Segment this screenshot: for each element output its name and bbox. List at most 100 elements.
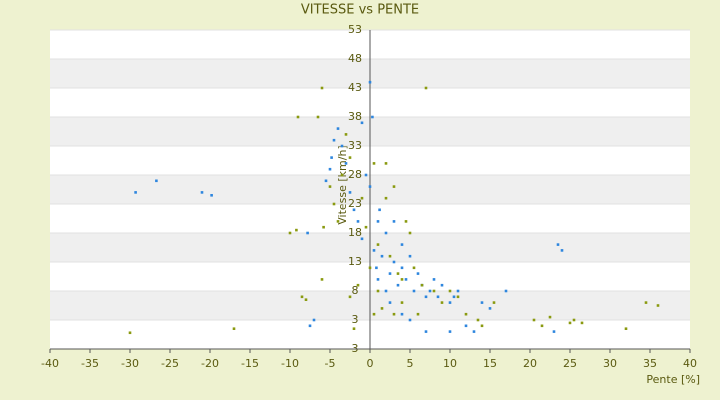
point	[392, 185, 396, 188]
y-tick-label: 43	[348, 81, 362, 94]
point	[296, 115, 300, 119]
point	[392, 260, 396, 264]
point	[320, 86, 324, 90]
point	[376, 289, 380, 293]
x-tick-label: -20	[201, 357, 219, 370]
point	[416, 272, 420, 275]
point	[384, 289, 388, 293]
point	[392, 312, 396, 316]
x-tick-label: -5	[325, 357, 336, 370]
point	[332, 138, 336, 142]
point	[644, 301, 648, 304]
point	[360, 237, 364, 241]
point	[424, 330, 428, 333]
point	[472, 330, 476, 333]
point	[412, 289, 416, 293]
point	[572, 318, 576, 322]
point	[388, 254, 392, 258]
y-tick-label: 48	[348, 52, 362, 65]
y-tick-label: 3	[352, 313, 359, 326]
point	[400, 243, 404, 246]
point	[356, 283, 360, 287]
point	[408, 231, 412, 235]
point	[480, 301, 484, 304]
point	[372, 162, 376, 165]
point	[300, 295, 304, 299]
x-tick-label: 10	[443, 357, 457, 370]
point	[552, 330, 556, 333]
point	[452, 295, 456, 299]
point	[428, 289, 432, 293]
point	[392, 220, 396, 223]
point	[344, 162, 348, 165]
x-tick-label: -15	[241, 357, 259, 370]
point	[372, 249, 376, 252]
y-tick-label: 38	[348, 110, 362, 123]
point	[376, 243, 380, 246]
point	[320, 278, 324, 281]
point	[436, 295, 440, 299]
x-tick-label: -40	[41, 357, 59, 370]
point	[568, 321, 572, 325]
point	[424, 86, 428, 90]
point	[412, 266, 416, 270]
x-tick-label: 30	[603, 357, 617, 370]
point	[360, 121, 364, 125]
point	[404, 278, 408, 281]
point	[375, 266, 378, 270]
y-tick-label: 33	[348, 139, 362, 152]
point	[330, 156, 333, 159]
chart-title: VITESSE vs PENTE	[301, 3, 419, 18]
x-tick-label: 15	[483, 357, 497, 370]
x-tick-label: 20	[523, 357, 537, 370]
point	[328, 185, 332, 188]
point	[400, 301, 404, 304]
point	[556, 243, 560, 246]
point	[312, 318, 316, 322]
point	[368, 185, 372, 188]
point	[408, 254, 412, 258]
point	[324, 179, 328, 183]
point	[416, 312, 420, 316]
point	[440, 301, 444, 304]
point	[400, 266, 404, 270]
point	[448, 289, 452, 293]
point	[384, 231, 388, 235]
point	[448, 301, 452, 304]
point	[322, 225, 325, 229]
point	[580, 321, 584, 325]
x-tick-label: 0	[367, 357, 374, 370]
point	[384, 196, 388, 200]
point	[492, 301, 496, 304]
point	[456, 289, 460, 293]
point	[352, 327, 356, 330]
point	[155, 179, 158, 183]
point	[448, 330, 452, 333]
point	[295, 228, 298, 232]
point	[488, 307, 492, 310]
point	[548, 315, 552, 319]
point	[464, 324, 468, 328]
point	[480, 324, 484, 328]
point	[420, 283, 424, 287]
x-tick-label: -30	[121, 357, 139, 370]
point	[371, 115, 374, 119]
point	[304, 298, 308, 301]
point	[504, 289, 508, 293]
point	[388, 272, 392, 275]
point	[396, 272, 400, 275]
y-tick-label: 28	[348, 168, 362, 181]
x-tick-label: -10	[281, 357, 299, 370]
point	[134, 191, 137, 194]
point	[336, 127, 340, 130]
point	[408, 318, 412, 322]
point	[348, 191, 352, 194]
point	[376, 278, 380, 281]
point	[396, 283, 400, 287]
point	[308, 324, 312, 328]
point	[372, 312, 376, 316]
point	[384, 162, 388, 165]
point	[288, 231, 292, 235]
point	[336, 220, 340, 223]
